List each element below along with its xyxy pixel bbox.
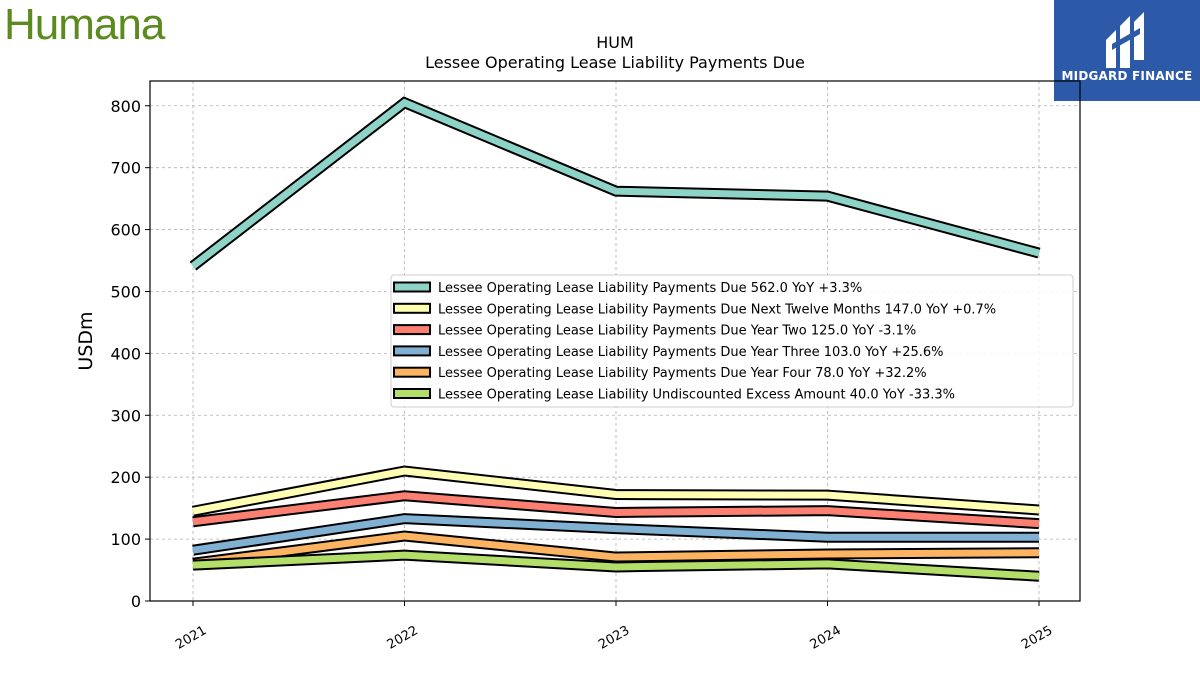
legend-entry: Lessee Operating Lease Liability Payment… [438,281,862,296]
y-tick-label: 300 [110,406,141,425]
x-tick-label: 2024 [808,623,844,653]
x-tick-label: 2023 [596,623,632,653]
chart-title: HUM [596,33,634,52]
legend-swatch [393,281,431,293]
legend-entry: Lessee Operating Lease Liability Payment… [438,324,916,339]
legend-swatch [393,366,431,378]
x-tick-label: 2025 [1019,623,1055,653]
legend-box [390,274,1074,408]
y-tick-label: 100 [110,530,141,549]
legend-entry: Lessee Operating Lease Liability Payment… [438,366,927,381]
legend-entry: Lessee Operating Lease Liability Undisco… [438,388,955,403]
y-tick-label: 200 [110,468,141,487]
humana-logo: Humana [4,0,165,49]
legend-entry: Lessee Operating Lease Liability Payment… [438,302,996,317]
legend-swatch [393,302,431,314]
legend-swatch [393,324,431,336]
y-tick-label: 500 [110,282,141,301]
x-tick-label: 2022 [385,623,421,653]
y-tick-label: 700 [110,159,141,178]
midgard-finance-badge: MIDGARD FINANCE [1054,0,1200,101]
chart-subtitle: Lessee Operating Lease Liability Payment… [425,53,805,72]
legend-swatch [393,388,431,399]
y-tick-label: 800 [110,97,141,116]
y-axis-label: USDm [75,311,97,370]
midgard-logo-icon [1106,12,1144,68]
y-tick-label: 600 [110,221,141,240]
legend-entry: Lessee Operating Lease Liability Payment… [438,345,944,360]
y-tick-label: 400 [110,344,141,363]
plot-frame [149,80,1081,602]
legend-swatch [393,345,431,357]
x-tick-label: 2021 [173,623,209,653]
badge-label: MIDGARD FINANCE [1061,69,1193,83]
y-tick-label: 0 [131,592,141,611]
